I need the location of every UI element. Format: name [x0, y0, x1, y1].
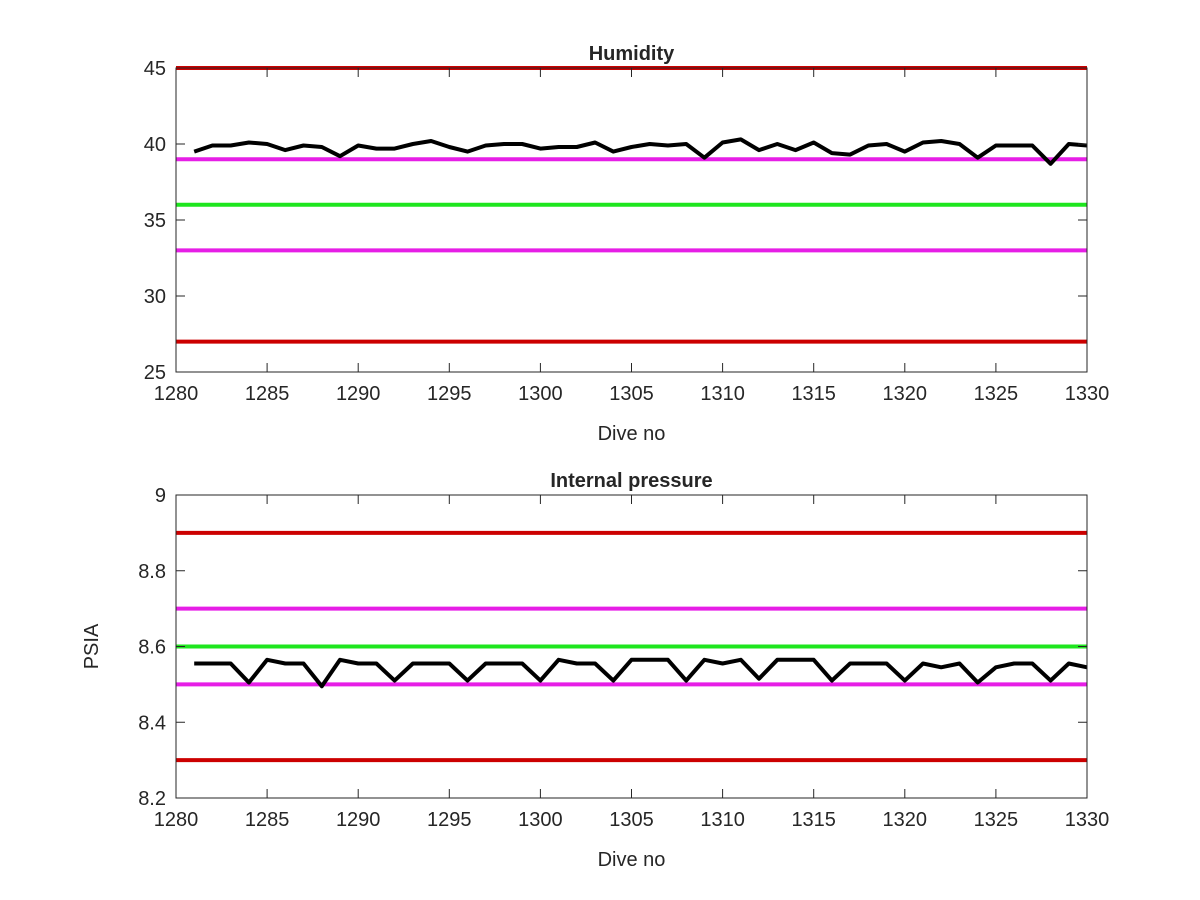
x-tick-label: 1320 — [883, 809, 928, 831]
x-tick-label: 1285 — [245, 383, 290, 405]
x-tick-label: 1290 — [336, 809, 381, 831]
y-tick-label: 40 — [144, 134, 166, 156]
x-tick-label: 1305 — [609, 809, 654, 831]
x-tick-label: 1330 — [1065, 383, 1110, 405]
x-axis-label: Dive no — [598, 849, 666, 871]
x-tick-label: 1320 — [883, 383, 928, 405]
x-tick-label: 1295 — [427, 383, 472, 405]
y-tick-label: 8.2 — [138, 788, 166, 810]
x-tick-label: 1315 — [791, 809, 836, 831]
y-tick-label: 8.6 — [138, 637, 166, 659]
y-tick-label: 8.8 — [138, 561, 166, 583]
y-tick-label: 45 — [144, 58, 166, 80]
y-tick-label: 8.4 — [138, 712, 166, 734]
data-series-line — [194, 657, 1088, 689]
x-tick-label: 1330 — [1065, 809, 1110, 831]
y-axis-label: PSIA — [81, 623, 103, 669]
x-tick-label: 1325 — [974, 383, 1019, 405]
chart-1: 1280 1285 1290 1295 1300 1305 1310 1315 1320 1325… — [144, 43, 1110, 445]
y-tick-label: 35 — [144, 210, 166, 232]
x-tick-label: 1285 — [245, 809, 290, 831]
x-axis-label: Dive no — [598, 423, 666, 445]
y-tick-label: 30 — [144, 286, 166, 308]
x-tick-label: 1310 — [700, 383, 745, 405]
x-tick-label: 1290 — [336, 383, 381, 405]
plot-area — [176, 68, 1087, 372]
y-tick-label: 9 — [155, 485, 166, 507]
x-tick-label: 1325 — [974, 809, 1019, 831]
x-tick-label: 1300 — [518, 383, 563, 405]
x-tick-label: 1315 — [791, 383, 836, 405]
chart-title: Internal pressure — [550, 470, 712, 492]
x-tick-label: 1300 — [518, 809, 563, 831]
x-tick-label: 1280 — [154, 809, 199, 831]
x-tick-label: 1305 — [609, 383, 654, 405]
chart-2: 1280 1285 1290 1295 1300 1305 1310 1315 1320 1325… — [81, 470, 1109, 871]
x-tick-label: 1280 — [154, 383, 199, 405]
data-series-line — [193, 137, 1088, 166]
x-tick-label: 1310 — [700, 809, 745, 831]
x-tick-label: 1295 — [427, 809, 472, 831]
y-tick-label: 25 — [144, 362, 166, 384]
chart-title: Humidity — [589, 43, 675, 65]
